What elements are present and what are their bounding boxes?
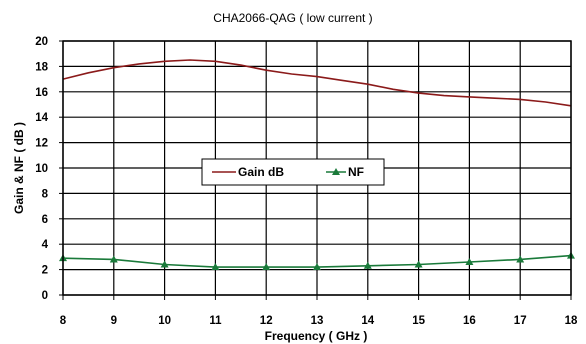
nf-data-point	[211, 263, 220, 271]
nf-data-point	[363, 261, 372, 269]
y-tick-label: 6	[42, 214, 48, 226]
x-tick-label: 12	[260, 315, 273, 327]
x-tick-label: 14	[361, 315, 374, 327]
nf-data-point	[516, 255, 525, 263]
nf-data-point	[313, 263, 321, 271]
x-axis-label: Frequency ( GHz )	[265, 329, 368, 343]
x-tick-label: 16	[463, 315, 476, 327]
x-tick-label: 8	[60, 315, 67, 327]
y-tick-label: 20	[35, 36, 48, 48]
y-tick-label: 16	[35, 87, 48, 99]
legend-nf-label: NF	[348, 165, 364, 179]
nf-data-point	[465, 257, 474, 265]
x-tick-label: 11	[209, 315, 222, 327]
x-tick-label: 18	[565, 315, 578, 327]
nf-data-point	[160, 260, 169, 268]
x-tick-label: 17	[514, 315, 527, 327]
x-tick-label: 15	[412, 315, 425, 327]
nf-data-point	[109, 255, 118, 263]
y-tick-label: 12	[35, 138, 48, 150]
y-axis-label: Gain & NF ( dB )	[12, 122, 26, 214]
y-tick-label: 10	[35, 163, 48, 175]
legend-nf-marker	[332, 168, 340, 175]
legend: Gain dB NF	[201, 158, 385, 186]
y-tick-label: 18	[35, 61, 48, 73]
y-tick-label: 14	[35, 112, 48, 124]
nf-data-point	[414, 260, 423, 268]
y-tick-label: 0	[42, 290, 48, 302]
gain-series-line	[62, 59, 572, 107]
x-axis: 8 9 10 11 12 13 14 15 16 17 18	[60, 295, 578, 327]
x-tick-label: 9	[111, 315, 117, 327]
x-tick-label: 13	[311, 315, 324, 327]
y-tick-label: 8	[42, 188, 49, 200]
x-tick-label: 10	[158, 315, 171, 327]
y-tick-label: 2	[42, 265, 48, 277]
chart-title: CHA2066-QAG ( low current )	[213, 11, 372, 25]
y-axis: 0 2 4 6 8 10 12 14 16 18 20	[35, 36, 63, 302]
plot-frame	[62, 40, 572, 296]
nf-data-point	[262, 263, 271, 271]
y-tick-label: 4	[42, 239, 49, 251]
legend-gain-label: Gain dB	[238, 165, 284, 179]
